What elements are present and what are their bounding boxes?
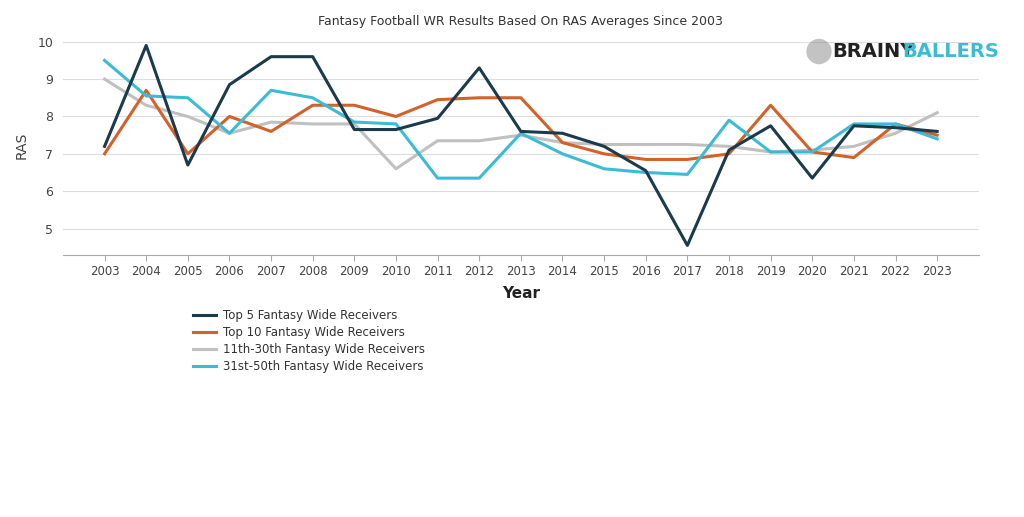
Title: Fantasy Football WR Results Based On RAS Averages Since 2003: Fantasy Football WR Results Based On RAS… [318,15,723,28]
X-axis label: Year: Year [502,286,540,301]
Legend: Top 5 Fantasy Wide Receivers, Top 10 Fantasy Wide Receivers, 11th-30th Fantasy W: Top 5 Fantasy Wide Receivers, Top 10 Fan… [187,305,430,378]
Text: ⬤: ⬤ [805,39,833,64]
Text: BRAINY: BRAINY [833,42,914,61]
Y-axis label: RAS: RAS [15,132,29,159]
Text: BALLERS: BALLERS [902,42,998,61]
